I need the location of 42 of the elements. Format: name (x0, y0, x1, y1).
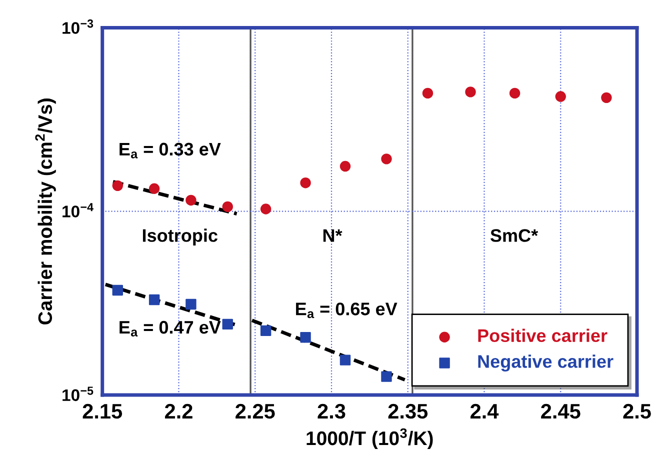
point (381, 154, 392, 164)
y-axis-title: Carrier mobility (cm$^{2}$/Vs) (35, 98, 56, 324)
annotation: E$_{a}$ = 0.33 eV (120, 142, 221, 158)
point (186, 194, 196, 206)
point (422, 88, 434, 99)
annotation: E$_{a}$ = 0.65 eV (296, 302, 398, 318)
point (112, 180, 123, 192)
point (148, 183, 160, 194)
y-tick-label: 10$^{−5}$ (62, 386, 94, 402)
point (509, 88, 520, 99)
annotation: N* (323, 229, 342, 242)
point (381, 371, 392, 382)
point (260, 325, 272, 336)
annotation: Isotropic (142, 228, 218, 246)
point (340, 160, 351, 172)
point (340, 354, 351, 366)
point (222, 201, 233, 212)
point (186, 298, 196, 310)
point (465, 86, 476, 98)
point (601, 92, 612, 104)
x-tick-label: 2.45 (541, 404, 580, 419)
x-tick-label: 2.25 (236, 404, 275, 419)
annotation: E$_{a}$ = 0.47 eV (120, 320, 221, 337)
point (222, 318, 233, 330)
y-tick-label: 10$^{−4}$ (62, 203, 94, 218)
legend-label: Negative carrier (478, 354, 614, 372)
point (260, 204, 272, 214)
x-tick-label: 2.4 (470, 404, 499, 418)
point (300, 332, 311, 343)
x-axis-title: 1000/T (10$^{3}$/K) (306, 428, 433, 450)
point (300, 177, 311, 188)
x-tick-label: 2.3 (318, 404, 346, 419)
point (148, 294, 160, 306)
x-tick-label: 2.5 (623, 404, 651, 419)
annotation: SmC* (490, 229, 538, 242)
point (555, 91, 566, 102)
x-tick-label: 2.15 (82, 404, 122, 419)
point (112, 284, 123, 296)
y-tick-label: 10$^{−3}$ (62, 19, 94, 34)
legend-label: Positive carrier (478, 328, 608, 342)
x-tick-label: 2.35 (388, 404, 428, 419)
x-tick-label: 2.2 (164, 404, 192, 418)
